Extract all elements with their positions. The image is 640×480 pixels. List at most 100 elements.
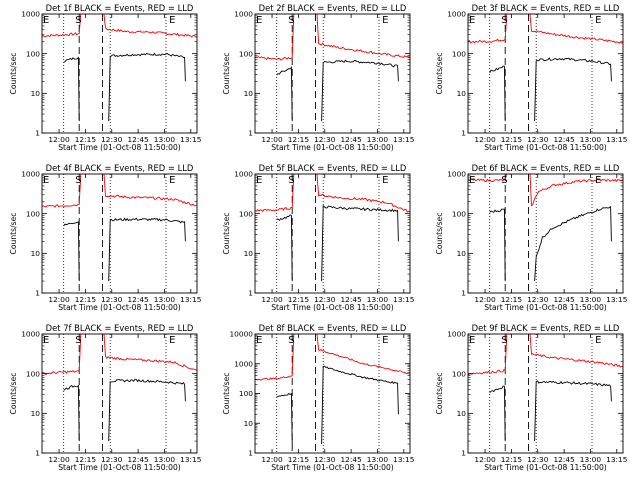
panel-title: Det 4f BLACK = Events, RED = LLD [46,163,194,173]
panel-det-9: Det 9f BLACK = Events, RED = LLD 1 10 100 10… [435,323,628,472]
x-tick-label: 13:00 [367,295,389,304]
panel-title: Det 5f BLACK = Events, RED = LLD [259,163,407,173]
x-axis-label: Start Time (01-Oct-08 11:50:00) [58,463,181,472]
panel-data-area [468,14,623,122]
panel-data-area [468,334,623,442]
y-tick-label: 1 [461,289,466,298]
panel-data-area [255,334,410,445]
lld-series-line [468,14,508,44]
x-tick-label: 12:00 [474,295,496,304]
y-tick-label: 1000 [21,10,40,19]
x-tick-label: 13:00 [367,135,389,144]
events-series-line [108,52,186,122]
y-tick-label: 10 [31,249,41,258]
panel-det-8: Det 8f BLACK = Events, RED = LLD 1 10 100 10… [222,323,415,472]
y-tick-label: 10 [244,89,254,98]
x-tick-label: 13:15 [180,295,202,304]
x-tick-label: 12:45 [553,135,575,144]
y-tick-label: 1 [248,289,253,298]
y-tick-label: 1 [461,449,466,458]
event-marker-e: E [169,15,175,26]
x-tick-label: 13:15 [606,295,628,304]
x-axis-label: Start Time (01-Oct-08 11:50:00) [484,463,607,472]
y-tick-label: 1000 [447,170,466,179]
x-tick-label: 12:45 [553,295,575,304]
event-marker-e: E [169,335,175,346]
y-tick-label: 1 [35,289,40,298]
x-tick-label: 12:15 [501,295,523,304]
panel-det-7: Det 7f BLACK = Events, RED = LLD 1 10 100 10… [9,323,202,472]
x-tick-label: 12:45 [340,135,362,144]
events-series-line [63,384,80,442]
lld-series-line [316,334,410,375]
x-tick-label: 13:15 [393,295,415,304]
x-tick-label: 12:00 [48,295,70,304]
x-tick-label: 12:30 [314,135,336,144]
events-series-line [276,392,293,445]
x-tick-label: 12:15 [288,135,310,144]
x-tick-label: 12:00 [48,135,70,144]
y-tick-label: 1000 [234,359,253,368]
y-tick-label: 100 [452,49,466,58]
event-marker-e: E [469,175,475,186]
plot-frame [41,333,198,454]
x-axis-label: Start Time (01-Oct-08 11:50:00) [484,303,607,312]
event-marker-e: E [169,175,175,186]
lld-series-line [468,334,508,375]
y-tick-label: 10 [31,89,41,98]
y-tick-label: 1000 [234,170,253,179]
lld-series-line [529,14,623,44]
y-tick-label: 100 [26,49,40,58]
x-tick-label: 13:00 [580,295,602,304]
lld-series-line [42,174,82,208]
event-marker-e: E [595,175,601,186]
x-tick-label: 13:00 [580,135,602,144]
event-marker-e: E [382,15,388,26]
lld-series-line [103,174,197,207]
y-axis-label: Counts/sec [435,213,444,255]
x-tick-label: 12:45 [127,295,149,304]
y-tick-label: 100 [239,389,253,398]
x-tick-label: 12:45 [553,455,575,464]
x-tick-label: 12:45 [127,455,149,464]
y-axis-label: Counts/sec [222,53,231,95]
x-tick-label: 12:00 [261,455,283,464]
y-tick-label: 10 [244,249,254,258]
event-marker-s: S [75,335,81,346]
panel-title: Det 8f BLACK = Events, RED = LLD [259,323,407,333]
panel-title: Det 1f BLACK = Events, RED = LLD [46,3,194,13]
x-tick-label: 13:15 [393,135,415,144]
y-axis-label: Counts/sec [9,53,18,95]
lld-series-line [103,14,197,38]
y-tick-label: 1000 [447,330,466,339]
panel-data-area [468,174,623,282]
y-axis-label: Counts/sec [222,213,231,255]
panel-data-area [255,14,410,122]
events-series-line [276,66,293,122]
events-series-line [321,59,399,122]
lld-series-line [42,334,82,376]
x-tick-label: 12:15 [75,295,97,304]
panel-data-area [255,174,410,282]
event-marker-s: S [75,175,81,186]
lld-series-line [316,14,410,59]
plot-frame [467,173,624,294]
x-tick-label: 12:45 [340,295,362,304]
x-axis-label: Start Time (01-Oct-08 11:50:00) [58,303,181,312]
lld-series-line [529,334,623,368]
x-tick-label: 12:15 [288,295,310,304]
events-series-line [489,385,506,442]
y-tick-label: 100 [26,369,40,378]
x-tick-label: 13:15 [180,135,202,144]
panel-title: Det 3f BLACK = Events, RED = LLD [472,3,620,13]
y-tick-label: 1000 [234,10,253,19]
event-marker-s: S [288,15,294,26]
event-marker-s: S [75,15,81,26]
x-axis-label: Start Time (01-Oct-08 11:50:00) [271,143,394,152]
plot-frame [467,13,624,134]
event-marker-e: E [256,175,262,186]
x-tick-label: 12:30 [314,295,336,304]
events-series-line [321,204,399,282]
panel-data-area [42,174,197,282]
